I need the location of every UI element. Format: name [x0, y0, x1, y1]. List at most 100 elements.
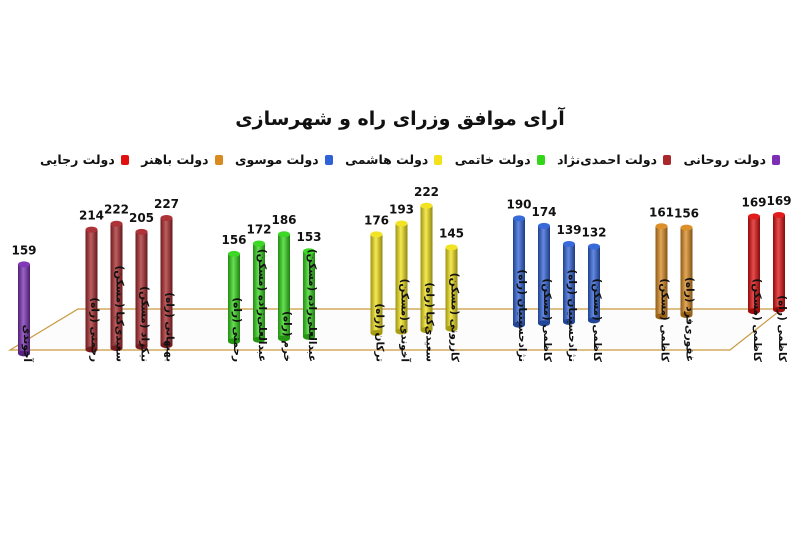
data-label: 176	[364, 213, 389, 227]
data-label: 222	[104, 203, 129, 217]
data-label: 214	[79, 209, 104, 223]
data-label: 156	[221, 233, 246, 247]
category-label: کاظمی (مسکن)	[541, 278, 553, 362]
data-label: 153	[296, 230, 321, 244]
category-label: کاظمی (مسکن)	[591, 278, 603, 362]
bar	[563, 240, 575, 325]
bars-layer	[18, 202, 785, 357]
bar-base	[748, 308, 760, 315]
category-label: غفوری‌فرد (راه)	[684, 277, 696, 362]
data-label: 227	[154, 197, 179, 211]
data-label: 190	[506, 197, 531, 211]
bar-base	[563, 318, 575, 325]
bar-body	[538, 225, 550, 324]
data-label: 172	[246, 222, 271, 236]
bar-top	[303, 248, 315, 255]
bar-base	[680, 312, 693, 319]
legend-swatch	[214, 154, 223, 165]
bar-body	[253, 243, 265, 340]
bar-body	[773, 214, 785, 310]
bar-base	[655, 313, 668, 320]
legend-item: دولت باهنر	[141, 152, 223, 167]
bar	[655, 223, 668, 320]
bar-top	[420, 202, 433, 209]
bar	[253, 240, 265, 343]
bar-top	[395, 220, 408, 227]
bar-top	[538, 222, 550, 229]
bar-body	[445, 247, 458, 329]
bar-base	[18, 350, 30, 357]
bar-base	[160, 342, 173, 349]
bar	[370, 231, 383, 336]
data-label: 169	[766, 194, 791, 208]
labels-layer: 169 کاظمی (راه) 169 کاظمی (مسکن) 156 غفوری‌فر…	[11, 185, 791, 363]
chart-title: آرای موافق وزرای راه و شهرسازی	[235, 108, 565, 130]
bar-body	[85, 229, 98, 350]
bar	[420, 202, 433, 334]
bar-body	[513, 218, 525, 325]
bar-top	[748, 213, 760, 220]
bar-body	[160, 218, 173, 346]
bar-top	[110, 220, 123, 227]
bar-base	[538, 320, 550, 327]
data-label: 186	[271, 213, 296, 227]
bar-top	[445, 244, 458, 251]
bar-base	[253, 336, 265, 343]
bar-base	[303, 333, 315, 340]
data-label: 193	[389, 202, 414, 216]
category-label: بهبهانی (راه)	[164, 292, 176, 362]
legend-item: دولت هاشمی	[345, 152, 443, 167]
chart-legend: دولت رجایی دولت باهنر دولت موسوی دولت هاشمی…	[40, 152, 780, 167]
data-label: 161	[649, 205, 674, 219]
bar-body	[228, 253, 240, 342]
data-label: 156	[674, 207, 699, 221]
bar-body	[278, 234, 290, 339]
data-label: 205	[129, 211, 154, 225]
bar-base	[588, 317, 600, 324]
category-label: کاظمی (مسکن)	[659, 278, 671, 362]
category-label: سعیدی‌کیا (مسکن)	[114, 265, 126, 362]
category-label: کازرونی (مسکن)	[449, 273, 461, 363]
bar-base	[278, 335, 290, 342]
category-label: کاظمی (راه)	[776, 295, 788, 363]
category-label: نژادحسینیان (راه)	[566, 269, 578, 362]
bar-body	[18, 264, 30, 354]
category-label: خرم (راه)	[281, 311, 293, 362]
category-label: نیکزاد (مسکن)	[139, 286, 151, 362]
bar-body	[135, 231, 148, 347]
legend-item: دولت خاتمی	[455, 152, 545, 167]
bar-body	[588, 246, 600, 321]
bar	[160, 215, 173, 349]
bar-body	[110, 223, 123, 349]
bar-base	[85, 346, 98, 353]
bar	[303, 248, 315, 340]
bar	[538, 222, 550, 327]
legend-item: دولت موسوی	[235, 152, 333, 167]
bar-body	[748, 216, 760, 312]
bar-body	[420, 205, 433, 331]
legend-label: دولت هاشمی	[345, 152, 429, 167]
bar-body	[563, 243, 575, 322]
category-label: سعیدی‌کیا (راه)	[424, 282, 436, 362]
bar-top	[370, 231, 383, 238]
category-label: عبدالعلی‌زاده (مسکن)	[306, 249, 318, 362]
data-label: 159	[11, 243, 36, 257]
bar-top	[253, 240, 265, 247]
legend-swatch	[434, 154, 443, 165]
bar-base	[110, 345, 123, 352]
bar-top	[655, 223, 668, 230]
bar-body	[655, 226, 668, 317]
bar-top	[135, 228, 148, 235]
bar-base	[773, 306, 785, 313]
bar-top	[85, 226, 98, 233]
category-label: کاظمی (مسکن)	[751, 278, 763, 362]
bar	[18, 261, 30, 357]
legend-label: دولت موسوی	[235, 152, 319, 167]
bar-top	[680, 224, 693, 231]
data-label: 222	[414, 185, 439, 199]
bar-base	[513, 321, 525, 328]
bar	[85, 226, 98, 353]
category-label: رحمتی (راه)	[89, 297, 101, 362]
legend-swatch	[324, 154, 333, 165]
